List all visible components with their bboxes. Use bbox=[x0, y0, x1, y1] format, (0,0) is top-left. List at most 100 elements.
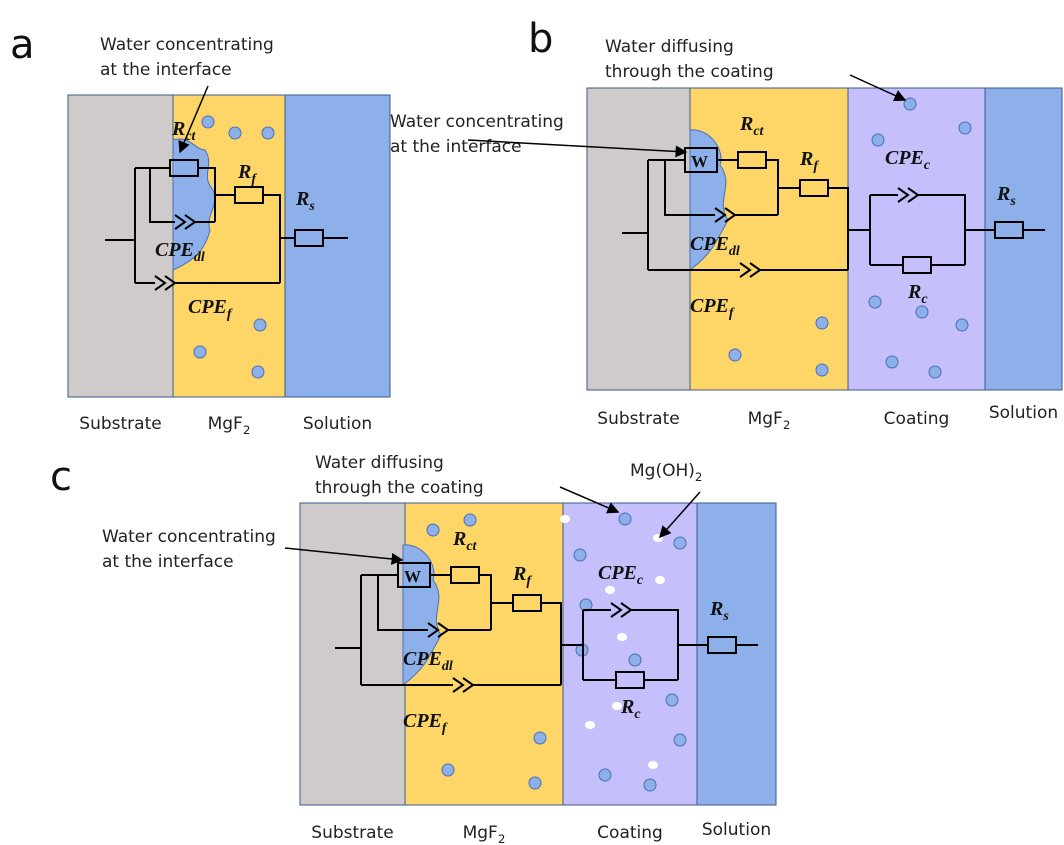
particle bbox=[229, 127, 241, 139]
particle bbox=[916, 306, 928, 318]
label-main: Solution bbox=[303, 414, 372, 434]
figure: aSubstrateMgF2SolutionWater concentratin… bbox=[0, 0, 1064, 845]
annotation: Water concentrating bbox=[100, 35, 274, 55]
label-main: R bbox=[171, 118, 185, 140]
label-main: CPE bbox=[690, 233, 729, 255]
label-sub: 2 bbox=[243, 423, 251, 437]
particle bbox=[904, 98, 916, 110]
label-main: R bbox=[739, 113, 753, 135]
label-main: Coating bbox=[884, 409, 950, 429]
annotation: at the interface bbox=[100, 60, 232, 80]
particle bbox=[956, 319, 968, 331]
particle bbox=[202, 116, 214, 128]
particle bbox=[655, 576, 665, 584]
label-sub: ct bbox=[753, 124, 764, 139]
label-main: Substrate bbox=[311, 823, 393, 843]
label-sub: dl bbox=[729, 244, 740, 259]
particle bbox=[729, 349, 741, 361]
particle bbox=[442, 764, 454, 776]
particle bbox=[674, 537, 686, 549]
label-main: R bbox=[799, 148, 813, 170]
particle bbox=[872, 134, 884, 146]
particle bbox=[674, 734, 686, 746]
panel-letter: c bbox=[50, 454, 72, 500]
label-sub: c bbox=[921, 292, 928, 307]
label-main: CPE bbox=[188, 296, 227, 318]
label-sub: s bbox=[722, 609, 729, 624]
label-sub: ct bbox=[466, 539, 477, 554]
particle bbox=[252, 366, 264, 378]
layer-label: MgF2 bbox=[208, 414, 251, 437]
layer bbox=[300, 503, 405, 805]
layer-label: Coating bbox=[597, 823, 663, 843]
label-main: R bbox=[709, 598, 723, 620]
label-main: CPE bbox=[403, 710, 442, 732]
label-sub: ct bbox=[185, 129, 196, 144]
annotation: Mg(OH)2 bbox=[630, 461, 702, 484]
label-main: R bbox=[620, 696, 634, 718]
particle bbox=[648, 761, 658, 769]
label-main: Solution bbox=[989, 403, 1058, 423]
label-main: R bbox=[237, 161, 251, 183]
layer-label: Substrate bbox=[79, 414, 161, 434]
particle bbox=[529, 777, 541, 789]
particle bbox=[262, 127, 274, 139]
label-main: R bbox=[452, 528, 466, 550]
particle bbox=[959, 122, 971, 134]
particle bbox=[574, 549, 586, 561]
layer-label: Coating bbox=[884, 409, 950, 429]
label-sub: 2 bbox=[498, 832, 506, 845]
layer-label: MgF2 bbox=[463, 823, 506, 845]
label-main: MgF bbox=[463, 823, 498, 843]
element-label: W bbox=[691, 152, 708, 171]
layer-label: Substrate bbox=[311, 823, 393, 843]
layer-label: Solution bbox=[303, 414, 372, 434]
particle bbox=[816, 364, 828, 376]
label-main: Coating bbox=[597, 823, 663, 843]
annotation: Water diffusing bbox=[605, 37, 734, 57]
label-main: Substrate bbox=[597, 409, 679, 429]
label-main: Mg(OH) bbox=[630, 461, 695, 481]
label-sub: c bbox=[634, 707, 641, 722]
particle bbox=[585, 721, 595, 729]
annotation: at the interface bbox=[390, 137, 522, 157]
label-main: CPE bbox=[598, 562, 637, 584]
label-sub: 2 bbox=[695, 470, 703, 484]
annotation: Water concentrating bbox=[390, 112, 564, 132]
label-sub: dl bbox=[442, 659, 453, 674]
particle bbox=[534, 732, 546, 744]
annotation: Water diffusing bbox=[315, 453, 444, 473]
particle bbox=[427, 524, 439, 536]
label-main: R bbox=[295, 188, 309, 210]
particle bbox=[816, 317, 828, 329]
label-main: R bbox=[996, 183, 1010, 205]
label-main: Solution bbox=[702, 820, 771, 840]
label-main: Substrate bbox=[79, 414, 161, 434]
annotation: at the interface bbox=[102, 552, 234, 572]
panel-letter: a bbox=[10, 22, 35, 68]
particle bbox=[629, 654, 641, 666]
label-sub: s bbox=[308, 199, 315, 214]
label-main: CPE bbox=[403, 648, 442, 670]
annotation: through the coating bbox=[315, 478, 484, 498]
particle bbox=[869, 296, 881, 308]
label-main: MgF bbox=[208, 414, 243, 434]
label-main: R bbox=[907, 281, 921, 303]
layer-label: Solution bbox=[989, 403, 1058, 423]
particle bbox=[617, 633, 627, 641]
particle bbox=[254, 319, 266, 331]
label-main: CPE bbox=[690, 295, 729, 317]
label-main: W bbox=[691, 152, 708, 171]
particle bbox=[886, 356, 898, 368]
layer bbox=[587, 88, 690, 390]
layer-label: Substrate bbox=[597, 409, 679, 429]
label-main: CPE bbox=[885, 147, 924, 169]
particle bbox=[666, 694, 678, 706]
label-sub: c bbox=[924, 158, 931, 173]
particle bbox=[929, 366, 941, 378]
label-sub: 2 bbox=[783, 418, 791, 432]
label-main: W bbox=[404, 567, 421, 586]
label-sub: dl bbox=[194, 250, 205, 265]
label-main: MgF bbox=[748, 409, 783, 429]
particle bbox=[619, 513, 631, 525]
